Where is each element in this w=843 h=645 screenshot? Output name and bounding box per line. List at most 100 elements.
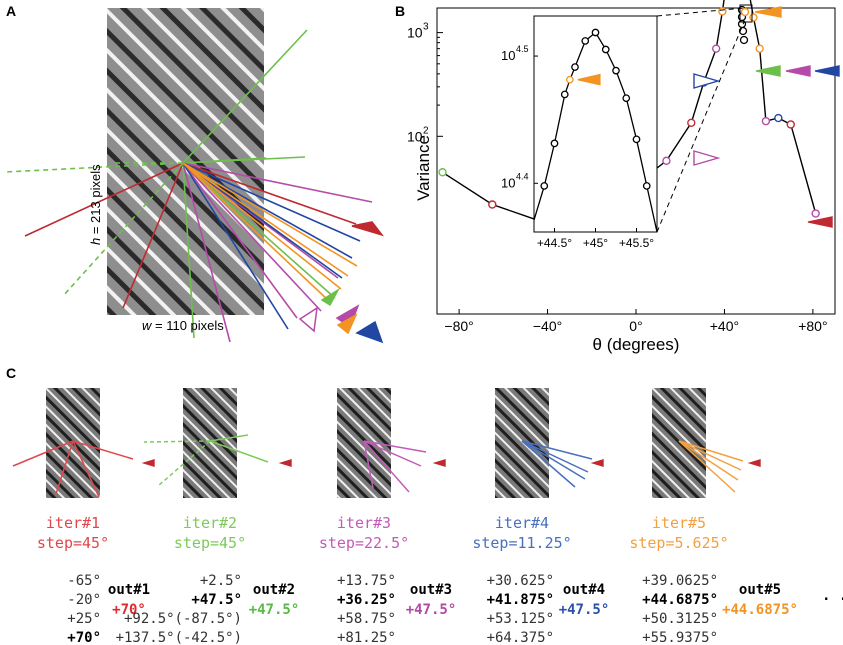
- candidate-value: +81.25°: [337, 630, 396, 645]
- candidate-value: +70°: [67, 630, 101, 645]
- inset-line: [533, 31, 658, 233]
- ray-line: [12, 440, 74, 467]
- inset-points: [540, 28, 651, 190]
- step-label: step=11.25°: [472, 534, 571, 552]
- ray-line: [182, 162, 231, 343]
- ray-line: [55, 440, 74, 495]
- iteration-panel: iter#4 step=11.25° +30.625° +41.875° +53.125…: [472, 388, 609, 645]
- ray-line: [182, 162, 358, 267]
- data-point: [740, 7, 750, 17]
- iteration-panel: iter#5step=5.625°+39.0625°+44.6875°+50.3…: [629, 388, 798, 645]
- step-label: step=45°: [37, 534, 109, 552]
- arrow-marker: [432, 459, 446, 467]
- inset-frame: [533, 15, 658, 233]
- ray-line: [678, 440, 744, 462]
- ray-line: [521, 440, 589, 473]
- ray-line-dashed: [62, 162, 184, 297]
- arrow-marker: [693, 73, 721, 89]
- ray-line: [182, 162, 289, 330]
- ray-line: [182, 162, 349, 277]
- output-label: out#4: [563, 582, 605, 598]
- inset-highlight-point: [566, 75, 574, 84]
- y-tick-label-exponent: 3: [423, 22, 429, 33]
- ray-line: [182, 29, 308, 164]
- iteration-panel: iter#1 step=45° -65° -20° +25° +70° out#1 +70°: [12, 388, 155, 645]
- arrow-markers: [298, 221, 385, 344]
- inset-point: [581, 37, 590, 45]
- x-tick-label: −40°: [533, 318, 562, 334]
- arrow-marker: [590, 459, 604, 467]
- step-label: step=45°: [174, 534, 246, 552]
- arrow-marker: [693, 150, 721, 166]
- output-value: +70°: [112, 602, 146, 618]
- inset-point: [622, 94, 631, 103]
- candidate-value: +50.3125°: [642, 611, 718, 627]
- iteration-panel: iter#3 step=22.5° +13.75° +36.25° +58.75° +81…: [319, 388, 456, 645]
- iteration-panel: iter#2 step=45° +2.5° +47.5° +92.5°(-87.5°) +…: [116, 388, 299, 645]
- iteration-label: iter#3: [337, 514, 391, 532]
- inset-point: [642, 182, 651, 190]
- height-label: h = 213 pixels: [88, 164, 103, 245]
- data-point: [749, 13, 758, 22]
- candidate-value: +137.5°(-42.5°): [116, 630, 242, 645]
- ray-line: [182, 162, 331, 303]
- candidate-value: +36.25°: [337, 592, 396, 608]
- inset-ticks: +44.5° +45° +45.5°10 4.510 4.4: [501, 44, 654, 250]
- inset-polyline: [533, 31, 658, 233]
- candidate-value: +55.9375°: [642, 630, 718, 645]
- ray-line: [157, 440, 211, 487]
- width-label-var: w: [142, 318, 153, 333]
- ray-line: [143, 440, 211, 443]
- arrow-marker: [141, 459, 155, 467]
- ray-line: [182, 162, 357, 225]
- candidate-value: +30.625°: [487, 573, 554, 589]
- y-tick-label-base: 10: [407, 25, 423, 41]
- ray-line-dashed: [4, 162, 184, 173]
- ray-line: [209, 434, 249, 442]
- ray-lines: [4, 29, 373, 343]
- candidate-value: +47.5°: [191, 592, 242, 608]
- ray-line: [363, 440, 422, 467]
- inset-point: [612, 66, 620, 75]
- arrow-marker: [336, 313, 358, 335]
- data-point: [438, 168, 447, 177]
- inset-y-tick-label-base: 10: [501, 48, 515, 63]
- inset-x-tick-label: +45°: [583, 236, 608, 250]
- ray-line: [363, 440, 410, 493]
- ray-line: [678, 440, 739, 481]
- ray-line: [24, 162, 184, 237]
- arrow-marker: [807, 216, 833, 228]
- arrow-marker: [351, 221, 385, 237]
- inset-point: [560, 90, 569, 99]
- iteration-label: iter#5: [652, 514, 706, 532]
- ray-line: [363, 440, 374, 489]
- inset-chart: +44.5° +45° +45.5°10 4.510 4.4: [501, 4, 753, 250]
- data-point: [786, 120, 795, 129]
- ray-line: [182, 162, 336, 299]
- continuation-ellipsis: . . .: [822, 588, 843, 604]
- inset-point: [632, 135, 641, 144]
- ray-line: [209, 440, 269, 463]
- x-tick-label: +80°: [798, 318, 827, 334]
- x-tick-label: −80°: [444, 318, 473, 334]
- candidate-value: +39.0625°: [642, 573, 718, 589]
- inset-point: [591, 28, 600, 37]
- data-point: [718, 7, 727, 16]
- x-tick-label: +40°: [710, 318, 739, 334]
- arrow-marker: [785, 65, 811, 77]
- x-tick-label: 0°: [629, 318, 642, 334]
- candidate-value: -20°: [67, 592, 101, 608]
- inset-x-tick-label: +45.5°: [619, 236, 654, 250]
- axis-ticks: −80°−40°0°+40°+80°102103104: [407, 22, 828, 334]
- iteration-label: iter#2: [183, 514, 237, 532]
- arrow-markers: [693, 6, 840, 228]
- ray-line: [182, 162, 343, 279]
- ray-line: [521, 440, 586, 480]
- candidate-value: +92.5°(-87.5°): [124, 611, 242, 627]
- data-point: [711, 44, 721, 53]
- candidate-value: +64.375°: [487, 630, 554, 645]
- output-value: +47.5°: [406, 602, 457, 618]
- zoom-box: [739, 4, 753, 23]
- arrow-marker: [755, 65, 781, 77]
